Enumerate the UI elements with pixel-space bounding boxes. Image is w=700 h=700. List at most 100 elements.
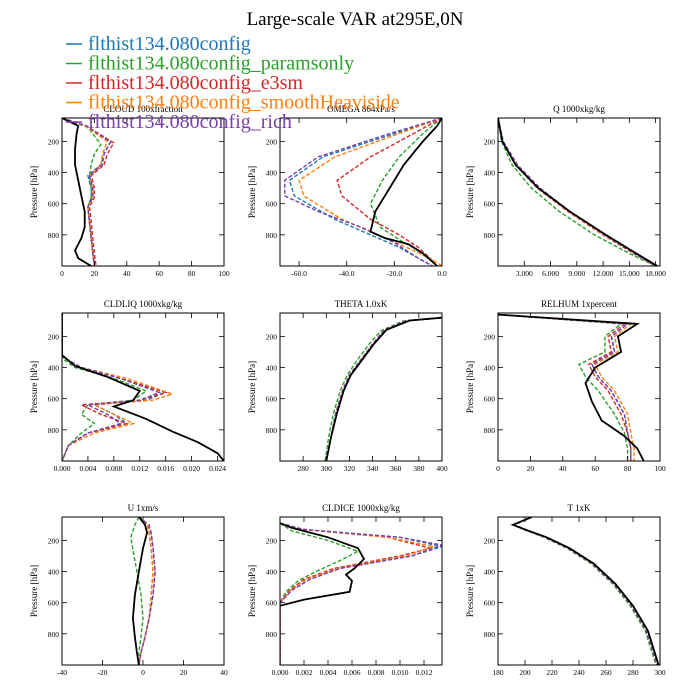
series-group	[280, 522, 442, 665]
y-tick-label: 800	[48, 231, 60, 240]
x-tick-label: 200	[519, 668, 531, 677]
panel-title: Q 1000xkg/kg	[553, 104, 605, 114]
x-tick-label: 40	[559, 464, 567, 473]
legend-entry: flthist134.080config_paramsonly	[88, 53, 354, 75]
x-tick-label: 0.008	[105, 464, 122, 473]
x-tick-label: 0.008	[368, 668, 385, 677]
series-line-1	[62, 118, 102, 266]
series-line-0	[512, 517, 658, 665]
series-line-3	[512, 517, 658, 665]
panel-4: THETA 1.0xK 280 300 320 340 360 380 400 200 400 60…	[247, 299, 448, 473]
y-axis-label: Pressure [hPa]	[465, 166, 475, 218]
x-tick-label: 260	[600, 668, 612, 677]
series-group	[324, 316, 442, 461]
y-tick-label: 600	[266, 200, 278, 209]
x-tick-label: 0.010	[392, 668, 409, 677]
series-line-3	[280, 522, 437, 665]
series-line-0	[288, 118, 442, 266]
x-tick-label: 0.012	[131, 464, 148, 473]
y-tick-label: 200	[484, 332, 496, 341]
y-axis-label: Pressure [hPa]	[29, 565, 39, 617]
figure-title: Large-scale VAR at295E,0N	[247, 9, 464, 30]
series-line-2	[138, 517, 156, 665]
x-tick-label: 340	[367, 464, 379, 473]
x-tick-label: 100	[654, 464, 666, 473]
series-line-2	[512, 517, 658, 665]
y-tick-label: 400	[484, 169, 496, 178]
x-tick-label: 20	[91, 269, 99, 278]
x-tick-label: 180	[492, 668, 504, 677]
x-tick-label: 300	[321, 464, 333, 473]
panel-title: U 1xm/s	[128, 503, 159, 513]
x-tick-label: 0.002	[296, 668, 313, 677]
series-group	[498, 118, 658, 266]
y-tick-label: 400	[48, 364, 60, 373]
series-line-4	[280, 522, 442, 665]
x-tick-label: 0	[141, 668, 145, 677]
panel-title: T 1xK	[567, 503, 591, 513]
panel-title: CLOUD 100xfraction	[103, 104, 183, 114]
x-tick-label: -40.0	[339, 269, 355, 278]
x-tick-label: 6.000	[542, 269, 559, 278]
x-tick-label: 300	[654, 668, 666, 677]
y-axis-label: Pressure [hPa]	[247, 565, 257, 617]
x-tick-label: 0.004	[320, 668, 337, 677]
x-tick-label: 0.004	[79, 464, 96, 473]
x-tick-label: -20	[98, 668, 108, 677]
series-line-4	[512, 517, 658, 665]
x-tick-label: 0.012	[416, 668, 433, 677]
series-line-5	[498, 313, 645, 461]
y-tick-label: 200	[266, 332, 278, 341]
y-tick-label: 400	[266, 169, 278, 178]
legend-entry: flthist134.080config_e3sm	[88, 72, 303, 94]
series-group	[510, 517, 660, 665]
y-tick-label: 800	[48, 426, 60, 435]
panel-5: RELHUM 1xpercent 0 20 40 60 80 100 200 400 600 800…	[465, 299, 666, 473]
x-tick-label: 3.000	[516, 269, 533, 278]
panel-title: THETA 1.0xK	[335, 299, 388, 309]
y-tick-label: 600	[484, 200, 496, 209]
x-tick-label: 0.016	[157, 464, 174, 473]
series-line-5	[369, 118, 442, 266]
x-tick-label: 320	[344, 464, 356, 473]
y-tick-label: 400	[484, 364, 496, 373]
series-line-2	[498, 118, 656, 266]
y-axis-label: Pressure [hPa]	[465, 361, 475, 413]
series-line-5	[325, 316, 442, 461]
panel-title: OMEGA 864xPa/s	[327, 104, 395, 114]
x-tick-label: -40	[57, 668, 67, 677]
y-tick-label: 200	[48, 137, 60, 146]
series-line-4	[138, 517, 156, 665]
y-tick-label: 200	[266, 536, 278, 545]
series-line-5	[131, 517, 149, 665]
x-tick-label: 220	[546, 668, 558, 677]
x-tick-label: 18.000	[645, 269, 666, 278]
x-tick-label: 0.000	[54, 464, 71, 473]
x-tick-label: 0.024	[209, 464, 226, 473]
panel-3: CLDLIQ 1000xkg/kg 0.000 0.004 0.008 0.012 0.0…	[29, 299, 226, 473]
y-tick-label: 600	[484, 599, 496, 608]
y-tick-label: 800	[484, 630, 496, 639]
plot-frame	[497, 312, 661, 462]
panel-title: CLDLIQ 1000xkg/kg	[104, 299, 183, 309]
y-tick-label: 600	[266, 395, 278, 404]
series-line-2	[280, 522, 431, 665]
series-group	[498, 313, 645, 461]
x-tick-label: 0.0	[437, 269, 447, 278]
x-tick-label: 280	[298, 464, 310, 473]
plot-frame	[61, 117, 225, 267]
y-tick-label: 200	[484, 536, 496, 545]
x-tick-label: 0	[60, 269, 64, 278]
y-tick-label: 200	[266, 137, 278, 146]
x-tick-label: 60	[591, 464, 599, 473]
plot-frame	[61, 312, 225, 462]
series-line-5	[62, 118, 92, 266]
y-tick-label: 800	[48, 630, 60, 639]
panel-2: Q 1000xkg/kg 3.000 6.000 9.000 12.000 15.000 1…	[465, 104, 666, 278]
y-axis-label: Pressure [hPa]	[465, 565, 475, 617]
y-tick-label: 200	[48, 536, 60, 545]
y-tick-label: 600	[48, 200, 60, 209]
legend-entry: flthist134.080config_rich	[88, 111, 292, 133]
